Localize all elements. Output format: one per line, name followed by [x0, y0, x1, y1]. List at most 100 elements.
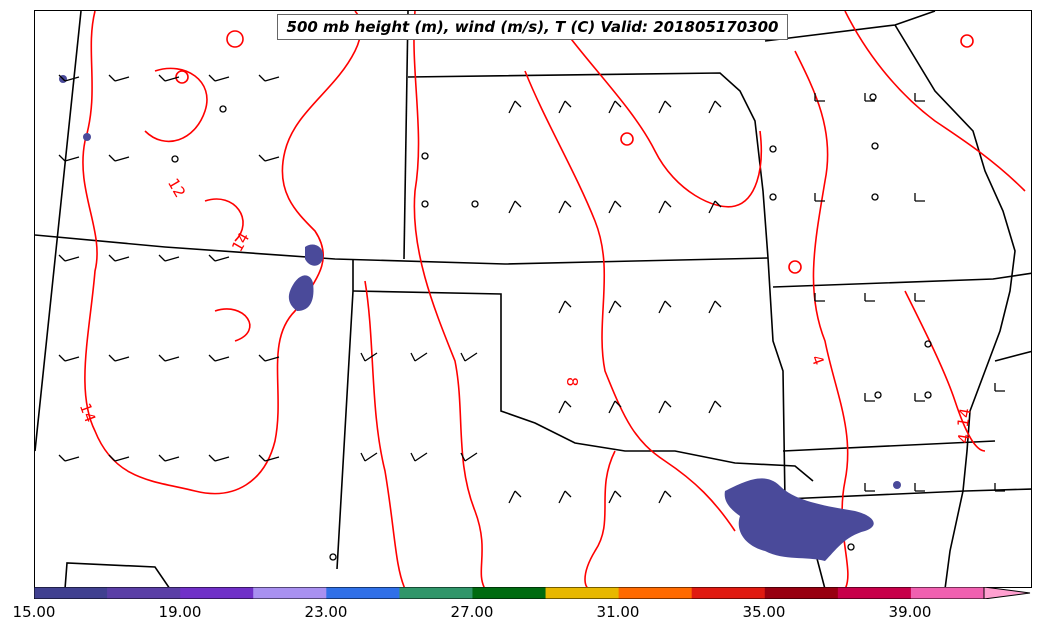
state-boundaries	[35, 11, 1031, 587]
wind-barb	[158, 74, 180, 82]
contour-label: 14	[76, 401, 99, 425]
colorbar-tick-label: 15.00	[12, 603, 56, 621]
wind-barb	[608, 300, 622, 314]
wind-barb	[158, 254, 180, 262]
map-panel: 12 14 14 8 4 4 14	[34, 10, 1032, 588]
calm-marker	[421, 200, 429, 208]
border-line	[403, 11, 409, 260]
isotherm-loop	[960, 34, 974, 48]
isotherm-loop	[620, 132, 634, 146]
wind-barb	[864, 483, 875, 492]
wind-barb	[258, 454, 280, 462]
colorbar-outline	[34, 587, 985, 599]
calm-marker	[219, 105, 227, 113]
calm-wind-markers	[171, 93, 932, 561]
border-line	[784, 488, 1031, 500]
contour-label: 8	[563, 377, 581, 387]
isotherm-line	[204, 198, 244, 242]
wind-barb	[58, 74, 80, 82]
contour-label: 4	[954, 432, 973, 445]
wind-barb	[914, 483, 925, 492]
colorbar-segment	[691, 587, 766, 599]
calm-marker	[769, 193, 777, 201]
calm-marker	[421, 152, 429, 160]
calm-marker	[329, 553, 337, 561]
wind-barb	[658, 300, 672, 314]
wind-barb	[608, 400, 622, 414]
wind-barb	[258, 154, 280, 162]
wind-barb	[608, 100, 622, 114]
wind-barb	[108, 154, 130, 162]
colorbar-tick-label: 23.00	[304, 603, 348, 621]
wind-barb	[994, 483, 1005, 492]
contour-label: 4	[808, 353, 828, 368]
contour-labels: 12 14 14 8 4 4 14	[76, 175, 975, 445]
isotherm-line	[364, 280, 406, 587]
wind-barb	[994, 383, 1005, 392]
colorbar-segments	[34, 587, 1031, 599]
border-line	[782, 440, 996, 452]
wind-barb	[864, 293, 875, 302]
colorbar-tick-label: 31.00	[596, 603, 640, 621]
calm-marker	[769, 145, 777, 153]
wind-barb	[410, 452, 428, 462]
wind-barb	[608, 490, 622, 504]
wind-barb	[864, 93, 875, 102]
calm-marker	[471, 200, 479, 208]
wind-barb	[108, 354, 130, 362]
wind-barb	[914, 293, 925, 302]
colorbar-segment	[910, 587, 985, 599]
border-line	[994, 350, 1031, 362]
wind-barb	[508, 490, 522, 504]
wind-barb	[708, 200, 722, 214]
isotherm-line	[564, 30, 763, 208]
isotherm-loop	[175, 70, 189, 84]
temperature-contours	[82, 11, 1026, 587]
contour-label: 12	[164, 175, 189, 201]
shaded-area	[83, 133, 91, 141]
colorbar-segment	[837, 587, 912, 599]
wind-barb	[208, 254, 230, 262]
wind-barb	[58, 354, 80, 362]
colorbar-tick-label: 19.00	[158, 603, 202, 621]
border-line	[35, 11, 82, 452]
map-title: 500 mb height (m), wind (m/s), T (C) Val…	[277, 14, 788, 40]
colorbar-segment	[618, 587, 693, 599]
wind-barb	[658, 100, 672, 114]
wind-barb	[558, 300, 572, 314]
isotherm-line	[214, 308, 251, 342]
isotherm-line	[904, 290, 986, 452]
wind-barb	[558, 490, 572, 504]
calm-marker	[871, 142, 879, 150]
colorbar-tick-label: 27.00	[450, 603, 494, 621]
isotherm-line	[144, 67, 208, 143]
shaded-area	[305, 244, 324, 266]
wind-barb	[258, 354, 280, 362]
calm-marker	[869, 93, 877, 101]
contour-label: 14	[954, 407, 975, 429]
wind-barb	[360, 452, 378, 462]
wind-barb	[708, 400, 722, 414]
isotherm-loop	[226, 30, 244, 48]
map-canvas: 12 14 14 8 4 4 14	[35, 11, 1031, 587]
wind-barb	[658, 490, 672, 504]
isotherm-line	[413, 11, 486, 587]
wind-barb	[158, 454, 180, 462]
wind-barb	[158, 354, 180, 362]
border-line	[894, 24, 1016, 587]
colorbar-segment	[545, 587, 620, 599]
wind-barb	[460, 452, 478, 462]
colorbar-segment	[399, 587, 473, 599]
calm-marker	[871, 193, 879, 201]
shaded-area	[288, 275, 314, 311]
wind-barb	[58, 154, 80, 162]
border-line	[35, 234, 769, 265]
wind-barb	[914, 193, 925, 202]
wind-barb	[914, 393, 925, 402]
wind-barb	[708, 300, 722, 314]
colorbar	[34, 587, 1031, 599]
wind-barb	[608, 200, 622, 214]
wind-barbs	[58, 74, 1005, 504]
wind-barb	[558, 200, 572, 214]
wind-barb	[864, 393, 875, 402]
